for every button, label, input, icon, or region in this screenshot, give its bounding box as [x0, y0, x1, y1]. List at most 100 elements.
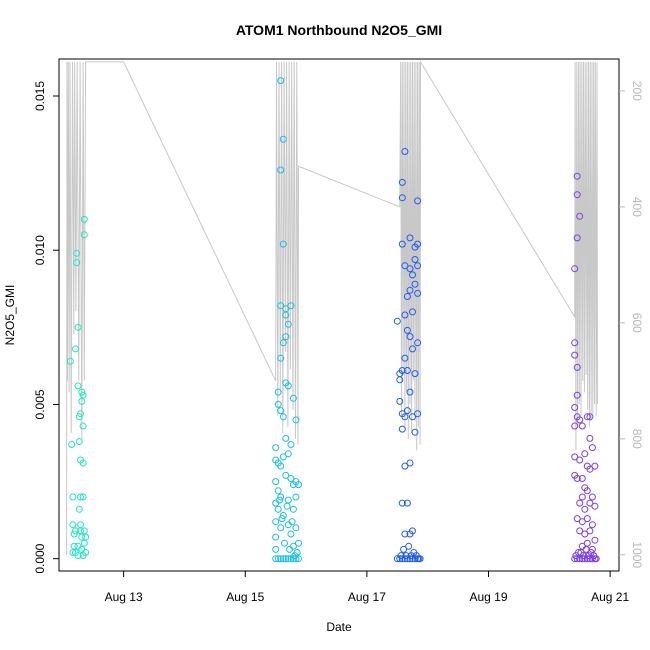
data-point-series-1: [77, 493, 84, 501]
data-point-series-3: [403, 407, 411, 415]
data-point-series-1: [77, 521, 84, 529]
x-axis: Aug 13 Aug 15 Aug 17 Aug 19 Aug 21: [105, 571, 629, 604]
data-point-series-4: [575, 549, 582, 556]
data-point-series-4: [576, 456, 584, 464]
data-point-series-2: [283, 502, 291, 510]
data-point-series-2: [282, 555, 290, 563]
data-point-series-4: [586, 413, 594, 421]
data-points-layer: [66, 77, 600, 563]
data-point-series-2: [272, 533, 280, 541]
chart-title: ATOM1 Northbound N2O5_GMI: [236, 22, 442, 38]
data-point-series-4: [573, 191, 581, 199]
data-point-series-3: [401, 148, 409, 155]
data-point-series-4: [580, 552, 587, 560]
data-point-series-4: [583, 487, 591, 495]
data-point-series-4: [571, 265, 579, 273]
data-point-series-3: [406, 459, 414, 467]
data-point-series-1: [75, 505, 83, 513]
data-point-series-2: [281, 539, 288, 547]
data-point-series-3: [398, 240, 406, 248]
data-point-series-3: [396, 376, 404, 384]
data-point-series-2: [274, 400, 282, 408]
data-point-series-3: [414, 339, 422, 347]
data-point-series-1: [70, 530, 78, 538]
data-point-series-2: [289, 505, 297, 513]
data-point-series-1: [72, 345, 79, 353]
data-point-series-3: [406, 286, 414, 294]
data-point-series-2: [282, 333, 290, 341]
data-point-series-3: [414, 240, 422, 248]
data-point-series-2: [277, 555, 285, 563]
data-point-series-3: [398, 367, 406, 374]
data-point-series-2: [282, 471, 290, 479]
x-tick-label: Aug 15: [226, 590, 264, 604]
data-point-series-3: [396, 555, 404, 563]
data-point-series-2: [277, 166, 285, 174]
data-point-series-2: [289, 394, 297, 402]
data-point-series-3: [401, 530, 409, 538]
data-point-series-2: [277, 524, 285, 532]
data-point-series-2: [277, 77, 285, 85]
data-point-series-2: [279, 240, 287, 248]
data-point-series-4: [591, 462, 599, 470]
data-point-series-4: [586, 527, 594, 535]
data-point-series-1: [74, 323, 82, 331]
data-point-series-3: [414, 197, 422, 205]
data-point-series-3: [397, 552, 405, 560]
data-point-series-1: [79, 552, 87, 560]
right-y-tick-label: 400: [630, 197, 644, 217]
data-point-series-2: [292, 524, 300, 532]
y-tick-label: 0.015: [33, 81, 47, 111]
data-point-series-2: [295, 539, 302, 547]
data-point-series-3: [409, 271, 416, 279]
data-point-series-2: [276, 496, 283, 504]
data-point-series-4: [591, 536, 599, 544]
data-point-series-3: [406, 388, 414, 396]
data-point-series-1: [69, 493, 77, 501]
data-point-series-2: [292, 493, 300, 501]
data-point-series-3: [406, 234, 414, 242]
data-point-series-2: [287, 475, 295, 482]
data-point-series-3: [411, 280, 419, 288]
data-point-series-3: [401, 262, 409, 270]
x-tick-label: Aug 21: [591, 590, 629, 604]
data-point-series-2: [287, 302, 295, 310]
data-point-series-2: [272, 478, 280, 486]
data-point-series-1: [66, 357, 74, 365]
data-point-series-2: [274, 505, 282, 513]
data-point-series-2: [289, 555, 297, 563]
data-point-series-2: [272, 518, 280, 526]
data-point-series-3: [409, 413, 416, 421]
data-point-series-3: [398, 499, 406, 507]
right-y-axis: 200 400 600 800 1000: [619, 81, 644, 568]
data-point-series-4: [573, 391, 581, 399]
data-point-series-1: [78, 388, 86, 396]
data-point-series-4: [583, 539, 591, 547]
y-tick-label: 0.000: [33, 543, 47, 573]
data-point-series-4: [573, 515, 581, 523]
data-point-series-4: [581, 450, 589, 458]
data-point-series-1: [82, 533, 90, 541]
data-point-series-2: [282, 311, 290, 319]
data-point-series-2: [284, 382, 292, 390]
right-y-tick-label: 800: [630, 429, 644, 449]
data-point-series-1: [80, 215, 88, 223]
data-point-series-4: [571, 453, 579, 461]
data-point-series-4: [581, 530, 589, 538]
data-point-series-1: [77, 410, 84, 418]
plot-frame: [58, 58, 620, 572]
data-point-series-3: [398, 194, 406, 202]
data-point-series-1: [79, 391, 87, 399]
data-point-series-2: [274, 487, 282, 495]
data-point-series-3: [401, 354, 409, 362]
data-point-series-1: [68, 441, 76, 448]
data-point-series-3: [414, 410, 422, 418]
data-point-series-2: [274, 388, 282, 396]
data-point-series-3: [409, 308, 416, 316]
data-point-series-4: [571, 339, 579, 347]
data-point-series-1: [73, 249, 81, 257]
data-point-series-2: [277, 493, 285, 501]
data-point-series-4: [591, 502, 599, 510]
data-point-series-1: [80, 539, 88, 547]
